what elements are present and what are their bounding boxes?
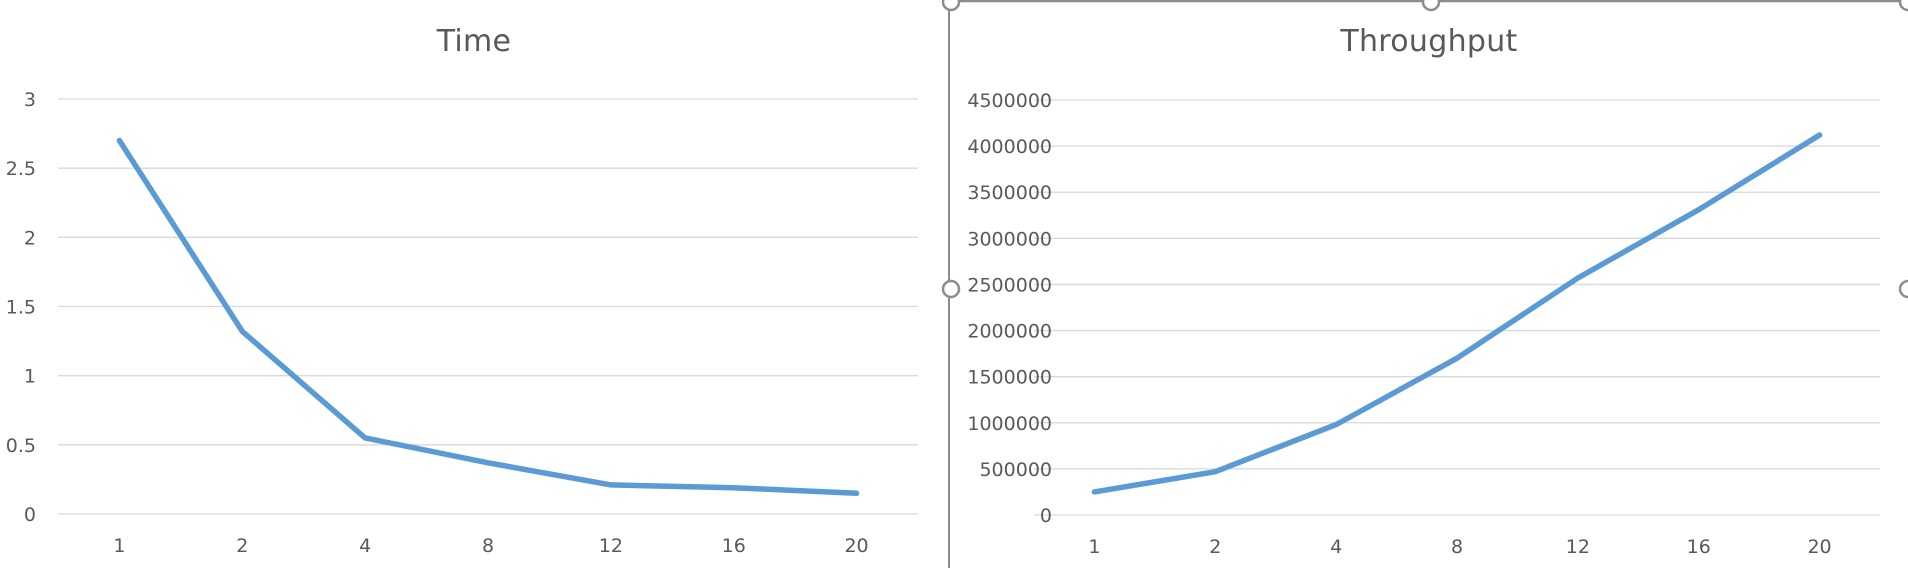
data-point bbox=[1214, 470, 1217, 473]
y-tick-label: 2000000 bbox=[967, 321, 1052, 343]
data-point bbox=[118, 139, 121, 142]
data-point bbox=[1697, 208, 1700, 211]
data-point bbox=[855, 492, 858, 495]
chart-title: Throughput bbox=[1340, 24, 1518, 59]
x-tick-label: 4 bbox=[359, 535, 371, 557]
x-tick-label: 16 bbox=[1687, 536, 1711, 558]
y-tick-label: 1500000 bbox=[967, 367, 1052, 389]
x-tick-label: 20 bbox=[1807, 536, 1831, 558]
y-tick-label: 500000 bbox=[979, 459, 1052, 481]
data-point bbox=[609, 483, 612, 486]
time-chart[interactable]: Time 0 0.5 1 1.5 2 2.5 3 1 2 4 8 12 16 20 bbox=[0, 0, 948, 568]
y-tick-label: 0 bbox=[24, 504, 36, 526]
time-chart-plot: 00.511.522.531 2 4 8 12 16 20 bbox=[6, 89, 918, 557]
data-point bbox=[1456, 357, 1458, 360]
data-point bbox=[487, 461, 489, 464]
x-tick-label: 12 bbox=[1566, 536, 1590, 558]
y-tick-label: 1 bbox=[24, 366, 36, 388]
data-point bbox=[732, 486, 735, 489]
y-tick-label: 0.5 bbox=[6, 435, 36, 457]
y-tick-label: 4500000 bbox=[967, 90, 1052, 112]
x-tick-label: 2 bbox=[236, 535, 248, 557]
data-point bbox=[1576, 276, 1579, 279]
throughput-chart-plot: 0 500000 1000000 1500000 2000000 2500000 30000… bbox=[967, 90, 1880, 558]
y-tick-label: 1000000 bbox=[967, 413, 1052, 435]
x-tick-label: 4 bbox=[1330, 536, 1342, 558]
y-tick-label: 3 bbox=[24, 89, 36, 111]
y-tick-label: 0 bbox=[1040, 505, 1052, 527]
data-point bbox=[364, 436, 367, 439]
y-tick-label: 1.5 bbox=[6, 297, 36, 319]
y-tick-label: 2500000 bbox=[967, 274, 1052, 296]
throughput-chart[interactable]: Throughput 0 500000 1000000 1500000 2000000 2… bbox=[950, 0, 1908, 568]
y-tick-label: 3500000 bbox=[967, 182, 1052, 204]
y-tick-label: 3000000 bbox=[967, 228, 1052, 250]
x-tick-label: 1 bbox=[113, 535, 125, 557]
x-tick-label: 12 bbox=[599, 535, 623, 557]
chart-title: Time bbox=[436, 24, 512, 59]
x-tick-label: 20 bbox=[844, 535, 868, 557]
data-point bbox=[1093, 490, 1096, 493]
series-line bbox=[1091, 132, 1823, 495]
data-point bbox=[1335, 423, 1338, 426]
data-point bbox=[1818, 134, 1821, 137]
y-tick-label: 4000000 bbox=[967, 136, 1052, 158]
x-tick-label: 1 bbox=[1088, 536, 1100, 558]
x-tick-label: 16 bbox=[722, 535, 746, 557]
series-line bbox=[116, 137, 860, 497]
x-tick-label: 2 bbox=[1209, 536, 1221, 558]
x-tick-label: 8 bbox=[482, 535, 494, 557]
y-tick-label: 2 bbox=[24, 227, 36, 249]
x-tick-label: 8 bbox=[1451, 536, 1463, 558]
data-point bbox=[241, 330, 244, 333]
y-tick-label: 2.5 bbox=[6, 158, 36, 180]
